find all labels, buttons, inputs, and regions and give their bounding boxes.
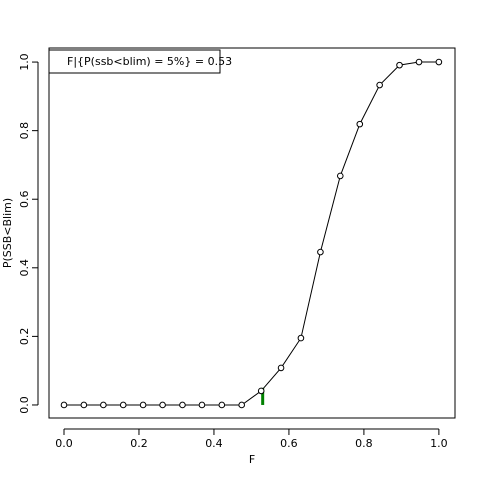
y-tick-label: 1.0 <box>18 53 31 70</box>
data-point <box>356 120 364 128</box>
data-point <box>376 81 383 89</box>
y-tick-label: 0.4 <box>18 259 31 277</box>
data-point <box>80 401 88 409</box>
data-point <box>179 401 186 409</box>
data-point <box>60 401 68 409</box>
legend-box <box>48 49 221 74</box>
x-tick-label: 0.6 <box>280 437 298 450</box>
series-line <box>63 61 439 406</box>
data-point <box>336 172 344 180</box>
data-point <box>277 364 285 372</box>
data-point <box>218 401 226 409</box>
x-tick-label: 1.0 <box>430 437 448 450</box>
data-point <box>435 58 443 66</box>
x-tick-label: 0.0 <box>55 437 73 450</box>
x-axis-label: F <box>249 453 255 466</box>
y-tick-label: 0.2 <box>18 328 31 346</box>
data-point <box>119 401 127 409</box>
data-point <box>317 248 324 256</box>
data-point <box>415 58 423 66</box>
data-point <box>257 387 265 395</box>
data-point <box>238 401 245 409</box>
plot-frame <box>48 47 456 419</box>
data-point <box>396 61 403 69</box>
x-tick-label: 0.4 <box>205 437 223 450</box>
y-tick-label: 0.6 <box>18 190 31 208</box>
legend-text: F|{P(ssb<blim) = 5%} = 0.53 <box>67 55 232 68</box>
y-axis-label: P(SSB<Blim) <box>1 198 14 268</box>
data-point <box>139 401 147 409</box>
data-point <box>297 334 305 342</box>
data-point <box>100 401 107 409</box>
data-point <box>159 401 166 409</box>
x-tick-label: 0.2 <box>130 437 148 450</box>
data-point <box>198 401 206 409</box>
x-tick-label: 0.8 <box>355 437 373 450</box>
y-tick-label: 0.8 <box>18 122 31 140</box>
y-tick-label: 0.0 <box>18 396 31 414</box>
